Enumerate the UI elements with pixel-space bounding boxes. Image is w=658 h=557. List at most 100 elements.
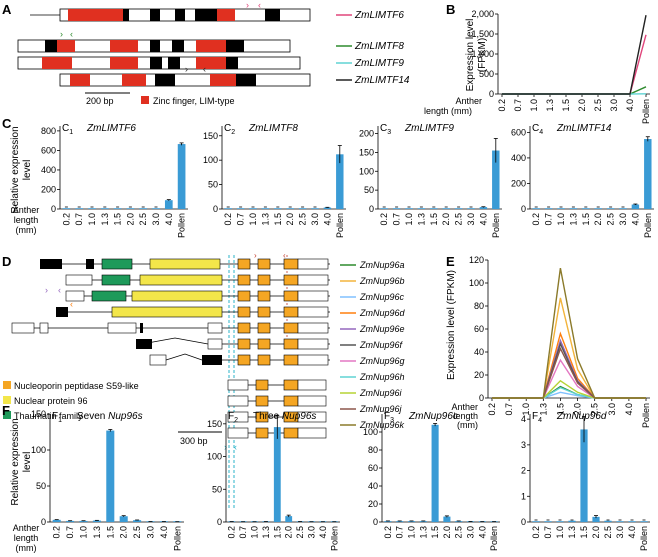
x-tick-label: 2.5	[298, 213, 308, 226]
gene-model-nup96h	[227, 379, 327, 391]
bar	[119, 516, 128, 522]
bar	[568, 520, 576, 522]
chart-b: 0 500 1,000 1,500 2,000 0.2 0.7 1.0 1.3 1.5 2.0 2.5…	[471, 9, 651, 124]
subpanel-index: 3	[387, 129, 391, 136]
chart-title: Three Nup96s	[253, 411, 316, 422]
y-tick-label: 2	[521, 466, 526, 476]
x-tick-label: 0.2	[52, 526, 62, 539]
x-tick-label: 2.0	[285, 213, 295, 226]
x-tick-label: 0.2	[61, 213, 71, 226]
y-tick-label: 20	[368, 499, 378, 509]
bar	[106, 430, 115, 522]
x-tick-label: 1.3	[567, 526, 577, 539]
chart-f4: 0 1 2 3 4 0.2 0.7 1.0 1.3 1.5 2.0 2.5 3.0 4.0 Pollen F4…	[521, 411, 650, 551]
x-tick-label: 1.5	[429, 213, 439, 226]
y-tick-label: 100	[207, 452, 222, 462]
chart-e: 0 20 40 60 80 100 120 0.2 0.7 1.0 1.3 1.5 2.0 2.5 3.0 4…	[469, 255, 651, 428]
bar	[88, 208, 96, 209]
gene-model-nup96i	[227, 395, 327, 407]
y-tick-label: 50	[364, 185, 374, 195]
c-ylabel-1: Relative expression	[10, 126, 21, 213]
subpanel-label: F4	[532, 411, 542, 424]
series-line-zmlimtf8	[502, 86, 647, 95]
x-tick-label: 1.5	[579, 526, 589, 539]
x-tick-label: 1.5	[113, 213, 123, 226]
f-ylabel-2: level	[22, 452, 33, 473]
bar	[392, 208, 401, 209]
y-tick-label: 80	[368, 445, 378, 455]
x-tick-label: 0.7	[238, 526, 248, 539]
x-tick-label: 1.0	[79, 526, 89, 539]
x-tick-label: 1.3	[260, 213, 270, 226]
x-tick-label: 0.7	[395, 526, 405, 539]
gene-model-nup96a: › ‹	[40, 251, 330, 270]
x-tick-label: 0.2	[487, 403, 497, 416]
bar	[417, 208, 426, 209]
gene-model-nup96j	[227, 411, 327, 423]
bar	[273, 427, 281, 522]
bar	[298, 208, 307, 209]
gene-model-limtf14: › ‹	[59, 64, 311, 87]
chart-title-text: ZmLIMTF9	[404, 123, 454, 134]
panel-f-letter: F	[2, 403, 10, 418]
x-tick-label: 3.0	[466, 526, 476, 539]
primer-mark: ‹	[70, 299, 73, 309]
y-tick-label: 150	[203, 131, 218, 141]
x-tick-label: 3.0	[618, 213, 628, 226]
x-tick-label: Pollen	[335, 213, 345, 238]
panel-e-letter: E	[446, 254, 455, 269]
y-tick-label: 600	[511, 127, 526, 137]
gene-label: ZmNup96b	[359, 276, 405, 286]
x-tick-label: 1.0	[404, 213, 414, 226]
x-tick-label: 0.7	[74, 213, 84, 226]
bar	[152, 208, 160, 209]
y-tick-label: 0	[489, 89, 494, 99]
bar	[224, 208, 232, 209]
x-tick-label: 1.5	[273, 213, 283, 226]
y-tick-label: 1,000	[471, 49, 494, 59]
primer-mark: ‹	[258, 0, 261, 10]
gene-model-nup96c: › ‹	[45, 285, 330, 302]
x-tick-label: 4.0	[318, 526, 328, 539]
y-tick-label: 4	[521, 414, 526, 424]
chart-c2: 0 50 100 150 0.2 0.7 1.0 1.3 1.5 2.0 2.5 3.0 4.0 Poll…	[203, 123, 346, 238]
chart-title: ZmLIMTF9	[404, 123, 454, 134]
legend-swatch	[3, 396, 11, 404]
x-tick-label: 2.5	[454, 526, 464, 539]
x-tick-label: 2.0	[284, 526, 294, 539]
x-tick-label: 2.5	[132, 526, 142, 539]
x-tick-label: 4.0	[164, 213, 174, 226]
y-tick-label: 600	[41, 145, 56, 155]
bar	[569, 208, 578, 209]
scale-bar-label: 300 bp	[180, 436, 208, 446]
bar	[594, 208, 602, 209]
x-tick-label: 1.0	[250, 526, 260, 539]
legend-zinc-finger: Zinc finger, LIM-type	[153, 96, 235, 106]
x-tick-label: 2.0	[442, 526, 452, 539]
subpanel-index: 2	[231, 129, 235, 136]
gene-label: ZmNup96j	[359, 404, 403, 414]
gene-model-limtf6: › ‹	[30, 0, 311, 22]
subpanel-index: 4	[538, 417, 542, 424]
primer-mark: ›	[224, 442, 227, 452]
bar	[628, 521, 636, 522]
x-tick-label: 3.0	[607, 403, 617, 416]
x-tick-label: Pollen	[641, 99, 651, 124]
b-xlabel-2: length (mm)	[424, 106, 472, 116]
chart-title: Seven Nup96s	[77, 411, 143, 422]
x-tick-label: 0.7	[544, 213, 554, 226]
x-tick-label: 4.0	[322, 213, 332, 226]
subpanel-label: C3	[380, 123, 391, 136]
legend-label: Nucleoporin peptidase S59-like	[14, 381, 139, 391]
chart-title-text: Seven	[77, 411, 108, 422]
panel-e: E Expression level (FPKM) Anther length …	[446, 254, 651, 430]
y-tick-label: 80	[474, 301, 484, 311]
bar	[286, 208, 294, 209]
gene-model-nup96b	[65, 274, 330, 286]
series-line-zmnup96e	[492, 338, 646, 399]
x-tick-label: 2.0	[591, 526, 601, 539]
bar	[430, 208, 438, 209]
y-tick-label: 50	[36, 481, 46, 491]
chart-f2: 0 50 100 150 0.2 0.7 1.0 1.3 1.5 2.0 2.5 3.0 4.0 Poll…	[207, 411, 340, 551]
c-ylabel-2: level	[22, 160, 33, 181]
